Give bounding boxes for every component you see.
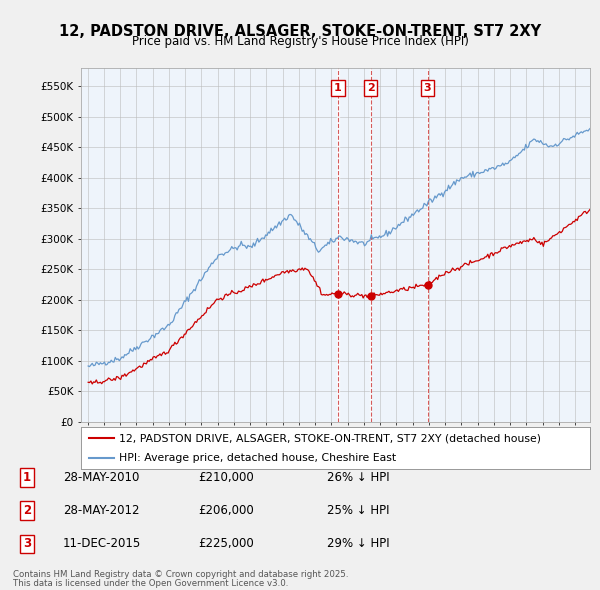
Bar — [370, 68, 371, 422]
Text: 1: 1 — [23, 471, 31, 484]
Text: 3: 3 — [23, 537, 31, 550]
Text: 12, PADSTON DRIVE, ALSAGER, STOKE-ON-TRENT, ST7 2XY (detached house): 12, PADSTON DRIVE, ALSAGER, STOKE-ON-TRE… — [119, 433, 541, 443]
Text: 2: 2 — [23, 504, 31, 517]
Text: 1: 1 — [334, 83, 342, 93]
Text: £225,000: £225,000 — [198, 537, 254, 550]
Text: HPI: Average price, detached house, Cheshire East: HPI: Average price, detached house, Ches… — [119, 454, 396, 463]
Text: 3: 3 — [424, 83, 431, 93]
Text: 11-DEC-2015: 11-DEC-2015 — [63, 537, 141, 550]
Text: 29% ↓ HPI: 29% ↓ HPI — [327, 537, 389, 550]
Bar — [337, 68, 338, 422]
Text: Price paid vs. HM Land Registry's House Price Index (HPI): Price paid vs. HM Land Registry's House … — [131, 35, 469, 48]
Text: 25% ↓ HPI: 25% ↓ HPI — [327, 504, 389, 517]
Text: 12, PADSTON DRIVE, ALSAGER, STOKE-ON-TRENT, ST7 2XY: 12, PADSTON DRIVE, ALSAGER, STOKE-ON-TRE… — [59, 24, 541, 38]
Text: £206,000: £206,000 — [198, 504, 254, 517]
Text: 28-MAY-2010: 28-MAY-2010 — [63, 471, 139, 484]
Text: 2: 2 — [367, 83, 374, 93]
Text: £210,000: £210,000 — [198, 471, 254, 484]
Bar — [427, 68, 428, 422]
Text: Contains HM Land Registry data © Crown copyright and database right 2025.: Contains HM Land Registry data © Crown c… — [13, 571, 349, 579]
Text: 28-MAY-2012: 28-MAY-2012 — [63, 504, 139, 517]
Text: This data is licensed under the Open Government Licence v3.0.: This data is licensed under the Open Gov… — [13, 579, 289, 588]
Text: 26% ↓ HPI: 26% ↓ HPI — [327, 471, 389, 484]
